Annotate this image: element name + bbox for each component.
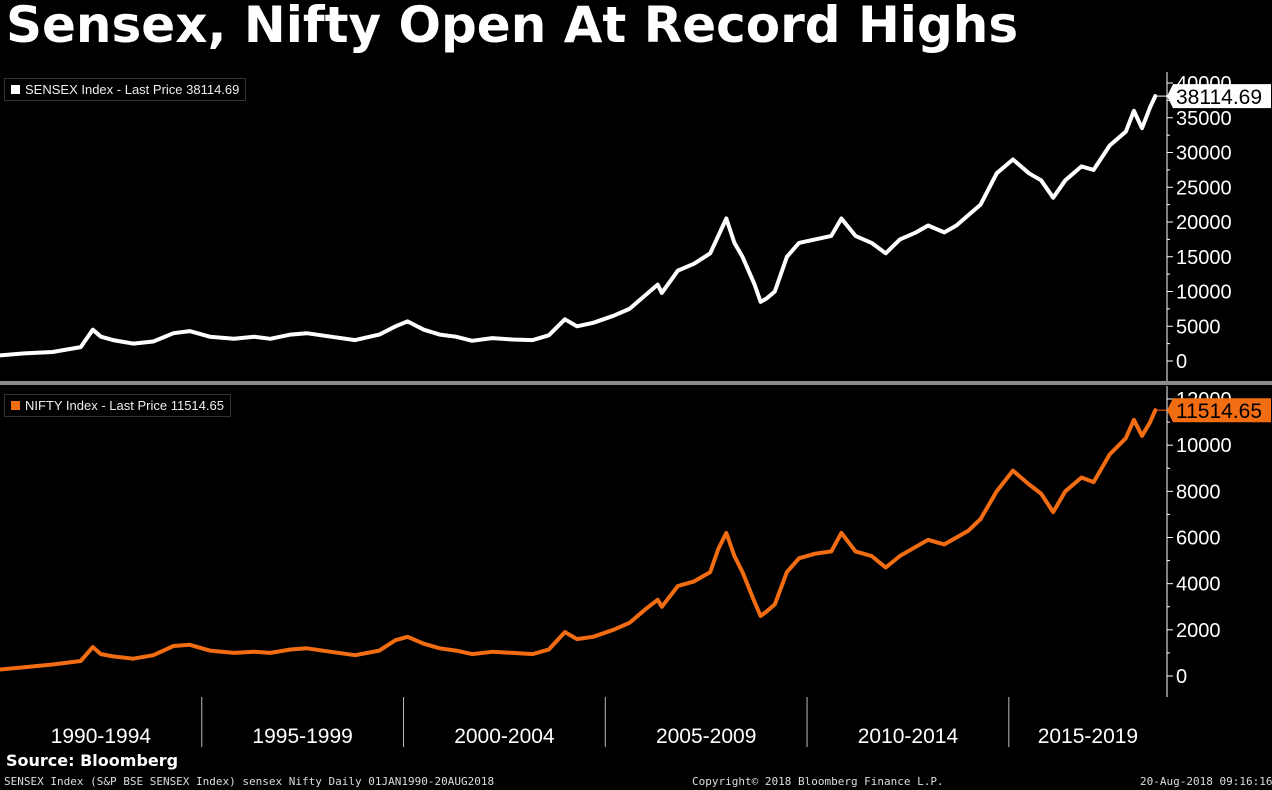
nifty-legend-label: NIFTY Index - Last Price 11514.65 <box>25 398 224 413</box>
footer-timestamp: 20-Aug-2018 09:16:16 <box>1140 775 1272 788</box>
sensex-series-line <box>0 94 1158 358</box>
sensex-last-price-label: 38114.69 <box>1176 86 1262 109</box>
sensex-legend-label: SENSEX Index - Last Price 38114.69 <box>25 82 240 97</box>
sensex-legend: SENSEX Index - Last Price 38114.69 <box>4 78 247 101</box>
nifty-last-price-label: 11514.65 <box>1176 400 1262 423</box>
nifty-y-tick-label: 4000 <box>1176 574 1221 596</box>
nifty-y-tick-label: 10000 <box>1176 435 1232 457</box>
sensex-y-tick-label: 30000 <box>1176 143 1232 165</box>
chart-title: Sensex, Nifty Open At Record Highs <box>6 0 1019 54</box>
panel-divider <box>0 381 1272 385</box>
x-category-label: 2000-2004 <box>454 725 555 748</box>
nifty-y-tick-label: 8000 <box>1176 481 1221 503</box>
sensex-y-tick-label: 25000 <box>1176 177 1232 199</box>
source-label: Source: Bloomberg <box>6 751 179 770</box>
nifty-y-tick-label: 0 <box>1176 666 1187 688</box>
nifty-last-price-box <box>1167 398 1271 423</box>
footer-copyright: Copyright© 2018 Bloomberg Finance L.P. <box>692 775 944 788</box>
nifty-series-line <box>0 408 1158 672</box>
sensex-y-tick-label: 35000 <box>1176 108 1232 130</box>
nifty-legend: NIFTY Index - Last Price 11514.65 <box>4 394 231 417</box>
nifty-y-tick-label: 2000 <box>1176 620 1221 642</box>
x-category-label: 2010-2014 <box>858 725 959 748</box>
sensex-y-tick-label: 0 <box>1176 351 1187 373</box>
sensex-y-tick-label: 10000 <box>1176 282 1232 304</box>
nifty-legend-swatch <box>11 401 20 410</box>
x-category-label: 2005-2009 <box>656 725 756 748</box>
nifty-y-tick-label: 6000 <box>1176 528 1221 550</box>
sensex-y-tick-label: 15000 <box>1176 247 1232 269</box>
x-category-label: 1990-1994 <box>51 725 152 748</box>
x-category-label: 2015-2019 <box>1038 725 1138 748</box>
sensex-y-tick-label: 5000 <box>1176 316 1221 338</box>
sensex-legend-swatch <box>11 85 20 94</box>
footer-description: SENSEX Index (S&P BSE SENSEX Index) sens… <box>4 775 495 788</box>
sensex-last-price-box <box>1167 84 1271 109</box>
x-category-label: 1995-1999 <box>252 725 352 748</box>
sensex-y-tick-label: 20000 <box>1176 212 1232 234</box>
